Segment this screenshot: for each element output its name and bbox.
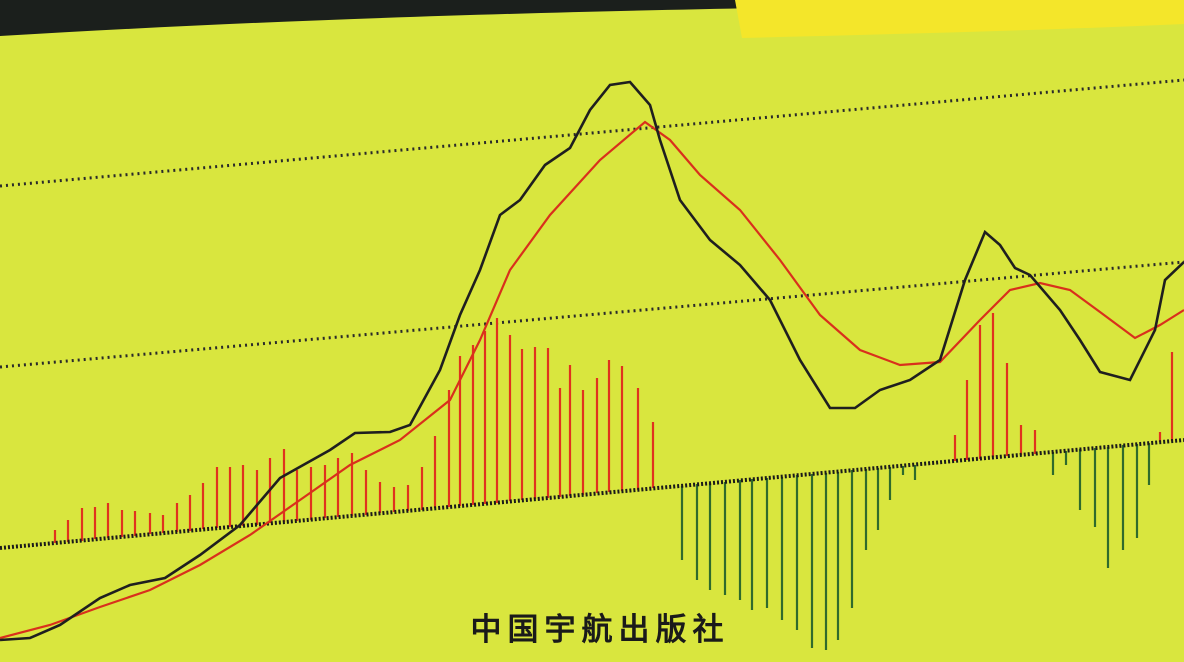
dif-line — [0, 80, 1184, 642]
top-dark-band — [0, 0, 760, 36]
dotted-level-line — [0, 78, 1184, 188]
top-label-box — [735, 0, 1184, 38]
dotted-level-line — [0, 260, 1184, 369]
histogram-negative — [680, 443, 1151, 650]
histogram-positive — [53, 313, 1174, 543]
publisher-name: 中国宇航出版社 — [471, 612, 730, 648]
dea-line — [0, 120, 1184, 640]
